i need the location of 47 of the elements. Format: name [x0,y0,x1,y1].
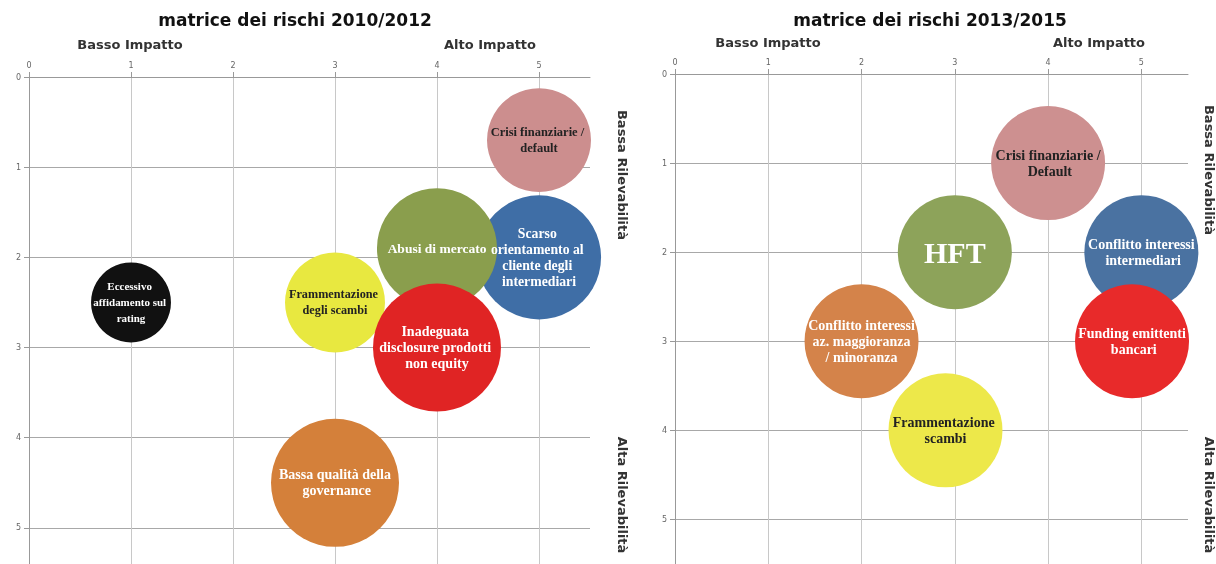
text: Bassa Rilevabilità [1201,104,1216,236]
text: Alta Rilevabilità [1201,436,1216,554]
text: Alta Rilevabilità [614,436,630,554]
x-tick-label: 5 [536,60,542,70]
series-label: HFT [923,235,986,269]
y-tick-label: 5 [661,514,667,524]
series-label: Crisi finanziarie / default [490,125,588,156]
y-tick-label: 0 [661,69,667,79]
y-tick-label: 3 [15,343,21,353]
series-label: Funding emittenti bancari [1078,325,1187,357]
series-label: Conflitto interessi az. maggioranza / minoranza [808,317,915,365]
chart-title: matrice dei rischi 2010/2012 [158,9,432,30]
x-tick-label: 2 [859,57,865,67]
x-tick-label: 2 [230,60,236,70]
y-tick-label: 2 [661,247,667,257]
y-tick-label: 1 [661,158,667,168]
x-tick-label: 3 [332,60,338,70]
x-tick-label: 5 [1138,57,1144,67]
series-label: Conflitto interessi intermediari [1088,236,1195,268]
series-label: Scarso orientamento al cliente degli intermediari [490,225,588,289]
text: Alto Impatto [1052,34,1146,50]
y-tick-label: 5 [15,523,21,533]
series-label: Eccessivo affidamento sul rating [93,280,169,325]
x-tick-label: 0 [26,60,32,70]
x-tick-label: 4 [1045,57,1051,67]
chart-title: matrice dei rischi 2013/2015 [793,9,1067,30]
y-tick-label: 4 [661,425,667,435]
series-label: Frammentazione degli scambi [288,287,382,318]
series-label: Inadeguata disclosure prodotti non equity [379,324,495,372]
text: Bassa Rilevabilità [614,109,630,241]
x-tick-label: 4 [434,60,440,70]
x-tick-label: 3 [952,57,958,67]
series-label: Bassa qualità della governance [278,467,392,499]
text: Alto Impatto [443,36,537,52]
y-tick-label: 3 [661,336,667,346]
y-tick-label: 2 [15,252,21,262]
text: Basso Impatto [715,34,821,50]
text: Basso Impatto [77,36,183,52]
x-tick-label: 1 [765,57,771,67]
y-tick-label: 4 [15,433,21,443]
y-tick-label: 1 [15,162,21,172]
x-tick-label: 0 [672,57,678,67]
x-tick-label: 1 [128,60,134,70]
series-label: Crisi finanziarie / Default [995,147,1102,179]
y-tick-label: 0 [15,72,21,82]
series-label: Abusi di mercato [387,240,487,256]
series-label: Frammentazione scambi [892,414,999,446]
